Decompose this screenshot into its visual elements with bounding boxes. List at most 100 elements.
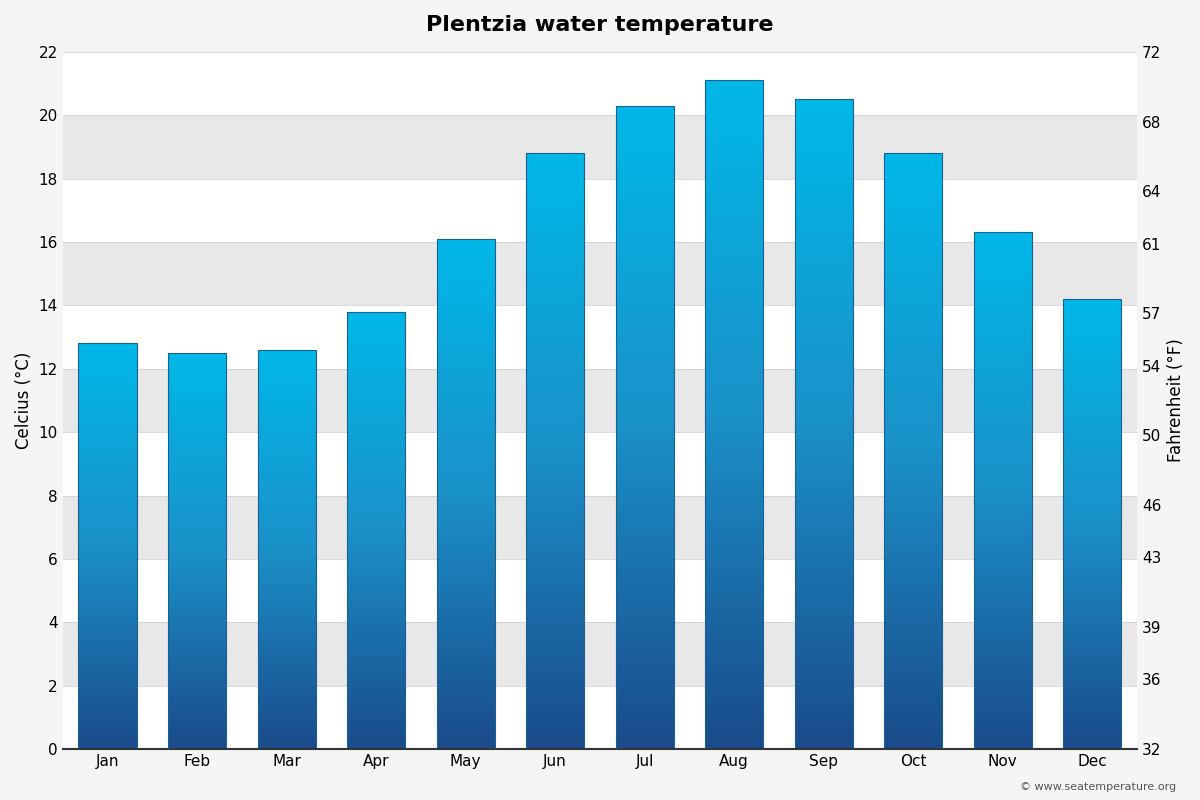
Bar (78, 702, 137, 703)
Bar (437, 422, 494, 424)
Bar (706, 230, 763, 232)
Bar (616, 580, 673, 582)
Bar (526, 388, 584, 390)
Bar (526, 455, 584, 457)
Bar (347, 380, 406, 382)
Bar (1063, 310, 1122, 311)
Bar (78, 499, 137, 500)
Bar (168, 415, 226, 416)
Bar (706, 745, 763, 747)
Bar (437, 610, 494, 611)
Bar (437, 681, 494, 682)
Bar (78, 517, 137, 518)
Bar (794, 102, 853, 104)
Bar (616, 606, 673, 607)
Bar (616, 316, 673, 318)
Bar (168, 646, 226, 647)
Bar (884, 706, 942, 707)
Bar (437, 280, 494, 282)
Bar (78, 611, 137, 613)
Bar (168, 485, 226, 486)
Bar (616, 691, 673, 694)
Bar (794, 699, 853, 702)
Bar (616, 230, 673, 232)
Bar (258, 398, 316, 399)
Bar (78, 688, 137, 690)
Bar (616, 162, 673, 164)
Title: Plentzia water temperature: Plentzia water temperature (426, 15, 774, 35)
Bar (616, 496, 673, 498)
Bar (884, 522, 942, 525)
Bar (437, 502, 494, 504)
Bar (78, 719, 137, 721)
Bar (168, 568, 226, 570)
Bar (884, 356, 942, 358)
Bar (437, 727, 494, 729)
Bar (794, 534, 853, 537)
Bar (884, 566, 942, 568)
Bar (616, 393, 673, 395)
Bar (973, 486, 1032, 487)
Bar (1063, 685, 1122, 686)
Bar (168, 574, 226, 575)
Bar (437, 489, 494, 490)
Bar (168, 724, 226, 726)
Bar (706, 484, 763, 486)
Bar (884, 246, 942, 249)
Bar (794, 721, 853, 723)
Bar (347, 504, 406, 506)
Bar (706, 152, 763, 154)
Bar (884, 487, 942, 489)
Bar (526, 177, 584, 179)
Bar (1063, 630, 1122, 632)
Bar (347, 729, 406, 730)
Bar (437, 492, 494, 494)
Bar (616, 130, 673, 131)
Bar (884, 734, 942, 735)
Bar (526, 344, 584, 346)
Bar (1063, 339, 1122, 341)
Bar (258, 527, 316, 528)
Bar (616, 265, 673, 266)
Bar (616, 506, 673, 509)
Bar (347, 573, 406, 574)
Bar (1063, 613, 1122, 614)
Bar (1063, 677, 1122, 678)
Bar (78, 586, 137, 587)
Bar (168, 682, 226, 683)
Bar (706, 564, 763, 566)
Bar (616, 732, 673, 734)
Bar (616, 702, 673, 704)
Bar (616, 717, 673, 719)
Bar (258, 725, 316, 726)
Bar (347, 465, 406, 466)
Bar (616, 209, 673, 211)
Bar (526, 342, 584, 344)
Bar (526, 553, 584, 554)
Bar (884, 690, 942, 691)
Bar (794, 678, 853, 680)
Bar (794, 680, 853, 682)
Bar (526, 358, 584, 360)
Bar (884, 727, 942, 730)
Bar (526, 395, 584, 398)
Bar (616, 168, 673, 170)
Bar (258, 634, 316, 636)
Bar (437, 634, 494, 635)
Bar (794, 591, 853, 593)
Bar (258, 588, 316, 590)
Bar (706, 428, 763, 430)
Bar (973, 741, 1032, 742)
Bar (526, 269, 584, 270)
Bar (1063, 467, 1122, 469)
Bar (794, 418, 853, 420)
Bar (258, 447, 316, 448)
Bar (973, 272, 1032, 274)
Bar (258, 704, 316, 706)
Bar (526, 179, 584, 181)
Bar (168, 658, 226, 659)
Bar (1063, 389, 1122, 390)
Bar (794, 414, 853, 415)
Bar (616, 486, 673, 487)
Bar (258, 542, 316, 544)
